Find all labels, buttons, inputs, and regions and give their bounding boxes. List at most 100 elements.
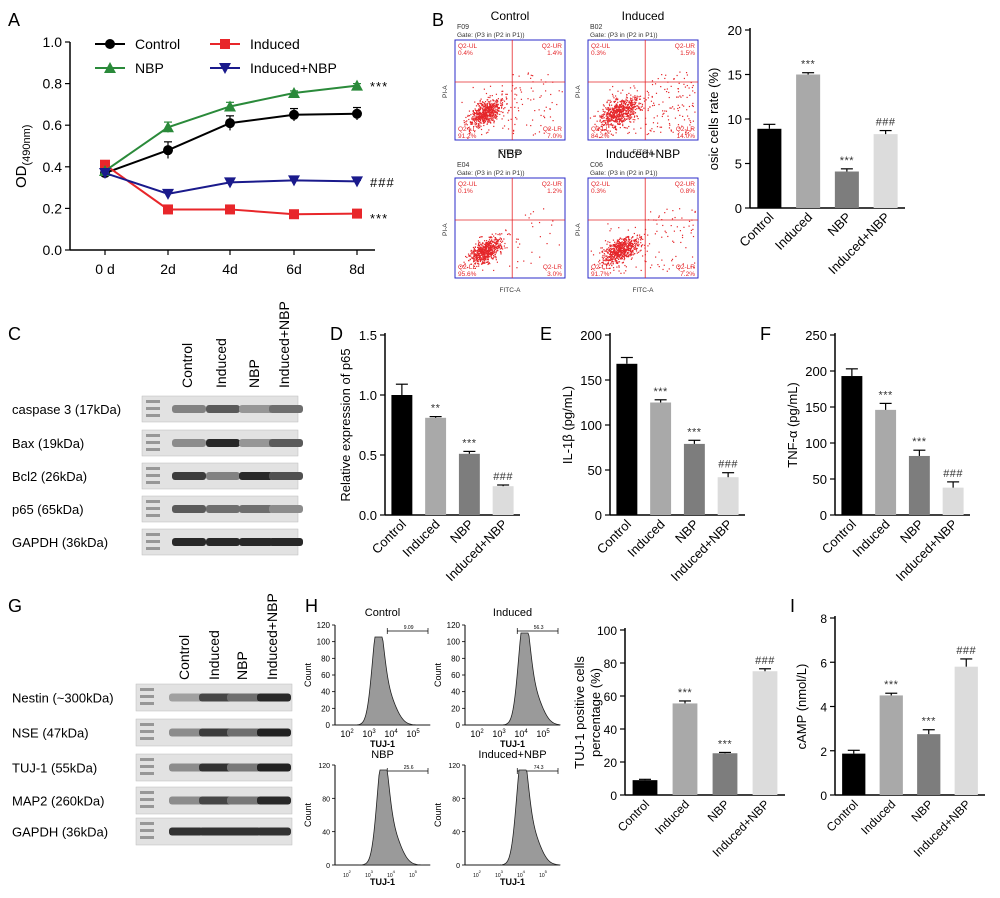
event-dot	[610, 259, 613, 261]
y-tick-label: 0.8	[43, 76, 63, 92]
event-dot	[471, 122, 474, 124]
event-dot	[490, 255, 492, 257]
event-dot	[623, 248, 626, 250]
event-dot	[497, 107, 499, 109]
bar-nbp	[834, 171, 859, 208]
event-dot	[549, 116, 552, 118]
event-dot	[490, 109, 492, 111]
event-dot	[691, 104, 694, 107]
protein-band	[239, 505, 273, 513]
event-dot	[640, 246, 643, 248]
event-dot	[501, 102, 504, 104]
x-tick-label: 102	[343, 869, 352, 879]
event-dot	[488, 243, 490, 245]
event-dot	[646, 133, 648, 136]
event-dot	[619, 100, 621, 103]
event-dot	[612, 110, 614, 112]
event-dot	[620, 114, 622, 116]
event-dot	[460, 265, 462, 268]
event-dot	[477, 262, 479, 265]
event-dot	[487, 115, 489, 117]
event-dot	[485, 247, 488, 249]
event-dot	[483, 103, 486, 105]
event-dot	[685, 72, 688, 74]
flow-plot-title: Induced	[622, 9, 665, 23]
event-dot	[620, 253, 622, 256]
x-tick-label: 104	[384, 729, 398, 739]
event-dot	[681, 236, 684, 239]
hist-y-label: Count	[303, 803, 313, 828]
event-dot	[487, 112, 489, 114]
series-control	[100, 106, 362, 179]
bar-induced-nbp	[717, 477, 739, 515]
event-dot	[615, 105, 617, 108]
event-dot	[668, 122, 671, 125]
event-dot	[612, 253, 614, 255]
event-dot	[473, 265, 476, 267]
event-dot	[480, 113, 482, 116]
event-dot	[480, 122, 482, 124]
event-dot	[496, 239, 498, 241]
event-dot	[503, 115, 505, 117]
event-dot	[681, 234, 684, 236]
event-dot	[626, 256, 628, 258]
point	[162, 188, 174, 200]
event-dot	[490, 248, 492, 250]
event-dot	[610, 244, 612, 246]
event-dot	[484, 112, 486, 114]
event-dot	[600, 247, 602, 249]
event-dot	[617, 256, 619, 258]
event-dot	[500, 245, 503, 248]
event-dot	[479, 115, 481, 117]
event-dot	[633, 121, 635, 123]
y-tick-label: 0.5	[359, 448, 377, 463]
event-dot	[492, 100, 494, 102]
event-dot	[632, 112, 634, 114]
y-tick-label: 60	[604, 690, 618, 704]
event-dot	[681, 125, 683, 127]
event-dot	[650, 130, 652, 132]
event-dot	[534, 110, 536, 112]
event-dot	[610, 263, 612, 265]
event-dot	[625, 266, 627, 268]
ladder-band	[140, 737, 154, 740]
event-dot	[468, 260, 470, 262]
event-dot	[619, 255, 621, 258]
event-dot	[639, 107, 641, 110]
event-dot	[496, 104, 498, 106]
event-dot	[632, 254, 634, 256]
event-dot	[615, 121, 617, 123]
point	[288, 175, 300, 187]
event-dot	[627, 253, 629, 255]
event-dot	[620, 100, 623, 102]
event-dot	[614, 128, 617, 130]
event-dot	[617, 257, 619, 259]
blot-row: Nestin (~300kDa)	[12, 683, 293, 712]
event-dot	[675, 255, 677, 258]
event-dot	[483, 115, 486, 118]
event-dot	[600, 116, 602, 118]
event-dot	[605, 108, 608, 110]
event-dot	[644, 244, 646, 246]
event-dot	[623, 112, 625, 115]
event-dot	[484, 244, 487, 247]
y-tick-label: 40	[452, 830, 460, 837]
event-dot	[615, 254, 617, 256]
ladder-band	[140, 723, 154, 726]
event-dot	[491, 252, 494, 254]
event-dot	[487, 103, 489, 105]
event-dot	[477, 245, 479, 247]
event-dot	[623, 118, 625, 120]
event-dot	[484, 113, 486, 115]
event-dot	[630, 102, 633, 104]
event-dot	[479, 124, 481, 126]
event-dot	[617, 261, 619, 263]
event-dot	[613, 117, 615, 120]
event-dot	[494, 255, 496, 257]
event-dot	[498, 247, 500, 249]
event-dot	[630, 118, 632, 120]
event-dot	[608, 124, 610, 126]
event-dot	[625, 110, 627, 112]
event-dot	[486, 256, 488, 258]
event-dot	[474, 267, 476, 269]
